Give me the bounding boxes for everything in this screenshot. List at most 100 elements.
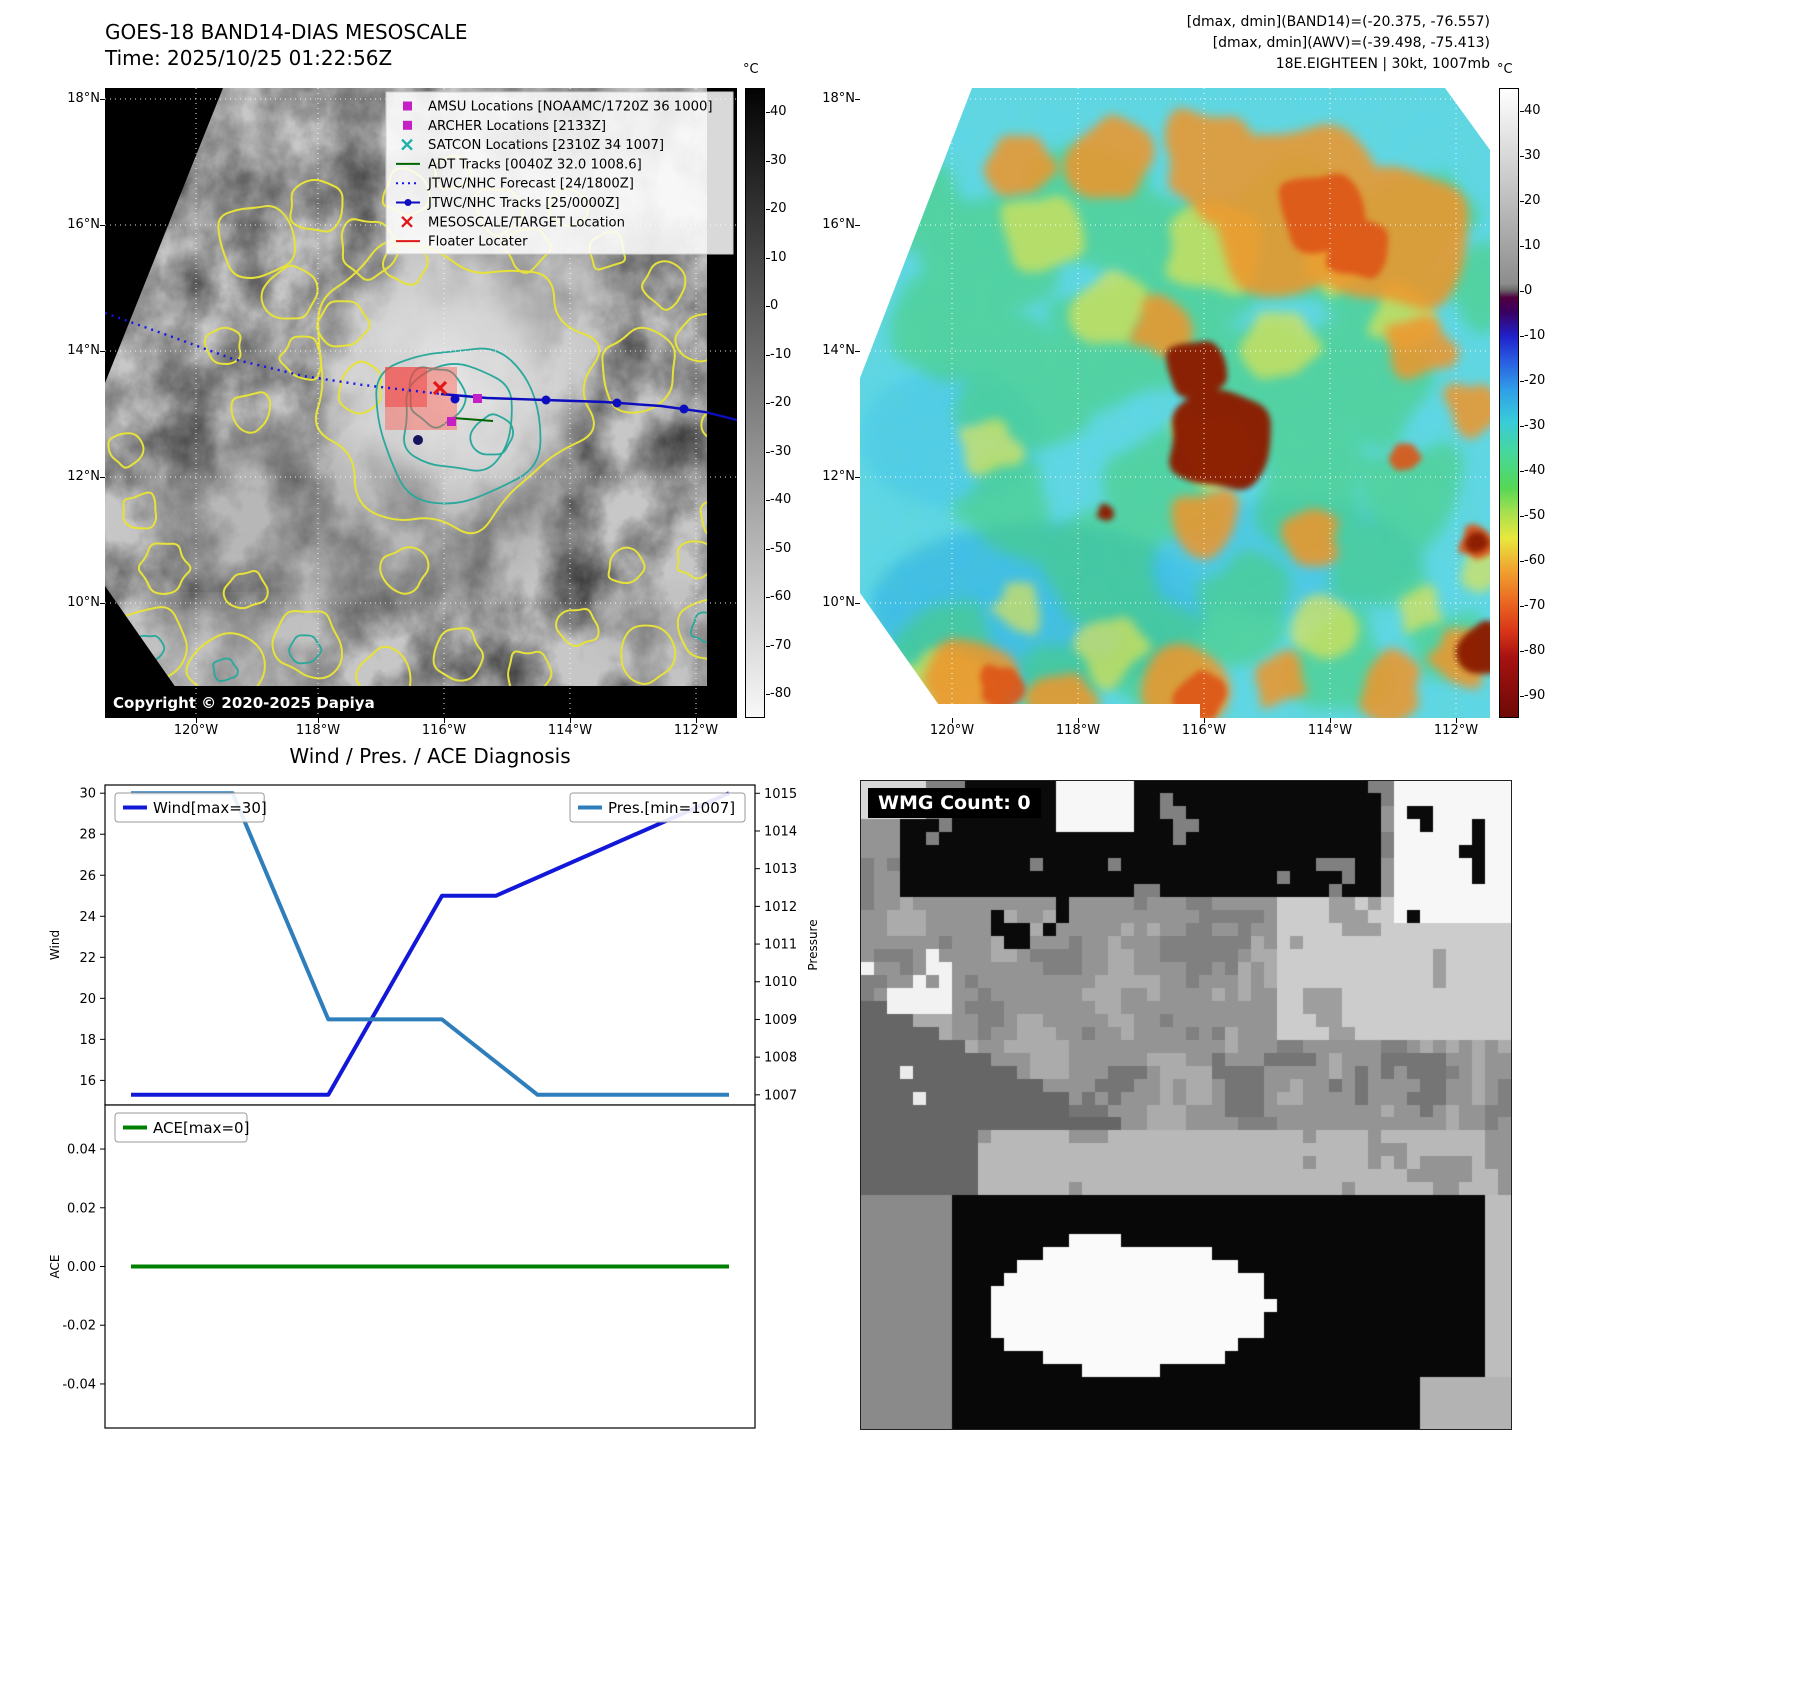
ace-ytick-left: 0.00 bbox=[67, 1260, 96, 1275]
awv-lon-tick: 114°W bbox=[1307, 723, 1353, 738]
archer-marker bbox=[473, 394, 482, 403]
ace-chart: 0.04 0.02 0.00 -0.02 -0.04 ACE ACE[max=0] bbox=[48, 1104, 756, 1429]
axis-tick bbox=[855, 99, 860, 100]
legend-label: SATCON Locations [2310Z 34 1007] bbox=[428, 138, 664, 153]
axis-tick bbox=[696, 718, 697, 723]
axis-tick bbox=[1520, 155, 1524, 157]
band14-colorbar-tick: -40 bbox=[770, 492, 792, 507]
axis-tick bbox=[1520, 245, 1524, 247]
legend-item-floater: Floater Locater bbox=[396, 235, 528, 250]
band14-legend: AMSU Locations [NOAAMC/1720Z 36 1000] ARC… bbox=[385, 91, 734, 255]
wind-pres-ytick-right: 1011 bbox=[764, 938, 797, 953]
wind-pres-ytick-left: 30 bbox=[79, 787, 96, 802]
legend-label: ARCHER Locations [2133Z] bbox=[428, 119, 606, 134]
band14-colorbar bbox=[745, 88, 765, 718]
legend-item-jtwc-nhc: JTWC/NHC Tracks [25/0000Z] bbox=[396, 196, 620, 211]
axis-tick bbox=[1330, 718, 1331, 723]
legend-label: JTWC/NHC Tracks [25/0000Z] bbox=[427, 196, 620, 211]
axis-tick bbox=[100, 225, 105, 226]
wind-pres-ytick-left: 26 bbox=[79, 869, 96, 884]
awv-header-storm: 18E.EIGHTEEN | 30kt, 1007mb bbox=[1275, 56, 1490, 72]
axis-tick bbox=[766, 160, 770, 162]
band14-lat-tick: 16°N bbox=[67, 217, 100, 232]
awv-colorbar-tick: -70 bbox=[1524, 597, 1546, 613]
latlon-grid bbox=[860, 88, 1490, 718]
axis-tick bbox=[1520, 335, 1524, 337]
axis-tick bbox=[766, 306, 770, 307]
axis-tick bbox=[1520, 470, 1524, 472]
satcon-marker bbox=[413, 435, 423, 445]
band14-time: Time: 2025/10/25 01:22:56Z bbox=[105, 46, 393, 70]
axis-tick bbox=[1520, 695, 1524, 697]
mesoscale-target-marker bbox=[432, 380, 448, 396]
legend-label: JTWC/NHC Forecast [24/1800Z] bbox=[427, 177, 634, 192]
axis-tick bbox=[855, 351, 860, 352]
axis-tick bbox=[1520, 425, 1524, 427]
awv-colorbar-tick: -20 bbox=[1524, 372, 1546, 388]
band14-colorbar-tick: 0 bbox=[770, 298, 779, 313]
wind-max-30-legend: Wind[max=30] bbox=[114, 792, 267, 823]
wind-pres-ytick-left: 22 bbox=[79, 951, 96, 966]
wind-pres-ylabel-right: Pressure bbox=[806, 919, 820, 970]
axis-tick bbox=[100, 99, 105, 100]
axis-tick bbox=[766, 645, 770, 647]
band14-colorbar-tick: 30 bbox=[770, 152, 787, 168]
axis-tick bbox=[766, 597, 770, 598]
pres-min-1007-legend: Pres.[min=1007] bbox=[569, 792, 746, 823]
band14-lat-tick: 14°N bbox=[67, 343, 100, 358]
awv-lat-tick: 14°N bbox=[822, 343, 855, 358]
band14-title: GOES-18 BAND14-DIAS MESOSCALE bbox=[105, 20, 468, 44]
axis-tick bbox=[1520, 110, 1524, 112]
band14-colorbar-unit: °C bbox=[743, 62, 759, 77]
wind-pres-ylabel-left: Wind bbox=[48, 930, 62, 960]
band14-colorbar-tick: -50 bbox=[770, 540, 792, 556]
ace-max-0-legend: ACE[max=0] bbox=[114, 1112, 249, 1143]
band14-colorbar-tick: -70 bbox=[770, 637, 792, 653]
axis-tick bbox=[1520, 515, 1524, 517]
awv-colorbar-tick: 20 bbox=[1524, 192, 1541, 208]
legend-label: Floater Locater bbox=[428, 235, 528, 250]
wmg-count-label: WMG Count: 0 bbox=[868, 788, 1041, 818]
band14-colorbar-tick: -10 bbox=[770, 346, 792, 362]
latlon-grid bbox=[105, 88, 737, 718]
ace-max-0-legend-label: ACE[max=0] bbox=[153, 1119, 249, 1137]
band14-lon-tick: 116°W bbox=[421, 723, 467, 738]
axis-tick bbox=[766, 403, 770, 404]
awv-colorbar-unit: °C bbox=[1497, 62, 1513, 77]
axis-tick bbox=[1520, 605, 1524, 607]
wind-pres-ytick-right: 1015 bbox=[764, 787, 797, 802]
ace-ytick-left: -0.04 bbox=[62, 1377, 96, 1392]
wind-pres-ytick-right: 1007 bbox=[764, 1088, 797, 1103]
axis-tick bbox=[855, 477, 860, 478]
amsu-marker bbox=[447, 417, 456, 426]
band14-colorbar-tick: 10 bbox=[770, 249, 787, 265]
awv-darkred-cores bbox=[1096, 340, 1490, 674]
awv-lat-tick: 16°N bbox=[822, 217, 855, 232]
axis-tick bbox=[766, 354, 770, 356]
axis-tick bbox=[196, 718, 197, 723]
awv-colorbar-tick: -10 bbox=[1524, 327, 1546, 343]
axis-tick bbox=[1520, 650, 1524, 652]
ace-ytick-left: 0.02 bbox=[67, 1201, 96, 1216]
awv-colorbar-tick: 30 bbox=[1524, 147, 1541, 163]
ace-ylabel-left: ACE bbox=[48, 1255, 62, 1279]
wind-pres-ytick-left: 24 bbox=[79, 910, 96, 925]
wind-max-30-line bbox=[131, 791, 730, 1097]
awv-satellite-image bbox=[860, 88, 1490, 718]
awv-colorbar-tick: -30 bbox=[1524, 417, 1546, 433]
ace-ytick-left: -0.02 bbox=[62, 1319, 96, 1334]
awv-lon-tick: 118°W bbox=[1055, 723, 1101, 738]
awv-lon-tick: 120°W bbox=[929, 723, 975, 738]
awv-lon-tick: 116°W bbox=[1181, 723, 1227, 738]
band14-lon-tick: 120°W bbox=[173, 723, 219, 738]
ace-ytick-left: 0.04 bbox=[67, 1143, 96, 1158]
axis-tick bbox=[100, 351, 105, 352]
axis-tick bbox=[855, 603, 860, 604]
axis-tick bbox=[1520, 380, 1524, 382]
wind-pres-ytick-right: 1013 bbox=[764, 862, 797, 877]
axis-tick bbox=[766, 257, 770, 259]
wind-pressure-chart: 16 18 20 22 24 26 28 30 1007 1008 1009 1010 1011 1012… bbox=[48, 784, 820, 1106]
band14-colorbar-tick: -20 bbox=[770, 395, 792, 410]
legend-item-mesoscale-target: MESOSCALE/TARGET Location bbox=[401, 215, 625, 230]
band14-colorbar-tick: 40 bbox=[770, 104, 787, 119]
